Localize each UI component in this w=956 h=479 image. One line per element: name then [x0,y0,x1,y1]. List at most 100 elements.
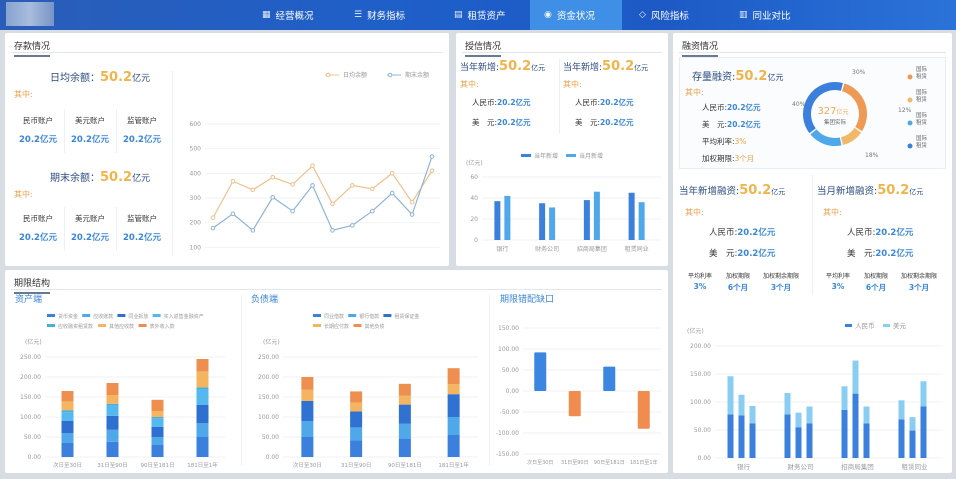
y-tick-label: 600 [190,121,202,128]
slice-label: 40% [792,101,806,108]
bar-segment [898,400,905,420]
donut-slice [803,82,843,134]
stat-label: 加权剩余期限 [762,273,799,280]
bar-segment [398,423,411,439]
tab-0[interactable]: ▦ 经营概况 [248,0,328,30]
bar-segment [784,393,791,415]
bar-segment [61,443,74,457]
financing-stacked-chart: (亿元) 0.00 50.00 100.00 150.00 200.00 银行 财务公司 招商局… [687,321,943,471]
bar-segment [350,440,363,457]
account-label: 民币账户 [23,116,53,125]
y-tick-label: 0 [474,237,478,244]
bar-segment [151,445,164,457]
x-tick-label: 90日至181日 [141,462,175,469]
bar-segment [447,384,460,395]
bar [549,207,556,240]
tab-label: 同业对比 [752,11,791,22]
y-tick-label: 150.00 [258,394,279,401]
x-tick-label: 招商局集团 [577,245,607,253]
legend-swatch [82,314,91,317]
legend-swatch [348,314,357,317]
bar-segment [863,423,870,458]
x-tick-label: 90日至181日 [388,462,422,469]
series-line-0 [212,164,433,219]
stock-row: 加权期限:3个月 [702,154,755,163]
legend-swatch [313,314,321,317]
bar-segment [841,409,848,458]
y-tick-label: 250.00 [20,354,41,361]
y-tick-label: 500 [190,146,202,153]
tab-4[interactable]: ◇ 风险指标 [625,0,703,30]
legend-label: 同业借款 [324,313,344,320]
legend-marker [387,72,393,78]
x-tick-label: 181日至1年 [630,459,658,466]
bar-segment [841,386,848,410]
panel-title: 期限结构 [14,276,51,294]
x-tick-label: 181日至1年 [187,461,218,469]
legend-swatch [313,324,321,327]
data-point [270,194,276,200]
data-point [210,215,216,221]
tab-3[interactable]: ◉ 资金状况 [530,0,622,30]
of-which-label: 其中: [14,190,33,199]
x-tick-label: 90日至181日 [594,460,625,466]
stat-value: 3% [831,282,845,291]
bar-segment [61,391,74,402]
tab-label: 资金状况 [556,11,595,22]
financing-panel: 融资情况 存量融资:50.2亿元 其中: 人民币:20.2亿元美 元:20.2亿… [673,33,952,473]
donut-legend-label: 国际租赁 [916,136,928,149]
legend-swatch [117,314,126,317]
x-tick-label: 次日至30日 [527,459,553,466]
x-tick-label: 次日至30日 [53,461,82,469]
stat-label: 平均利率 [687,273,712,280]
account-label: 美元账户 [75,214,105,223]
asset-side-title: 资产端 [15,295,43,305]
bar [628,192,635,240]
bar [583,200,590,240]
bar-segment [863,406,870,424]
account-value: 20.2亿元 [71,233,109,243]
bar-segment [398,383,411,396]
legend-swatch [47,324,55,327]
legend-swatch [907,143,913,149]
stat-label: 加权期限 [863,273,888,280]
data-point [389,190,395,196]
y-axis-unit: (亿元) [687,327,704,335]
bar-segment [350,391,363,403]
bar [568,391,581,417]
account-label: 监管账户 [127,116,157,125]
deposit-panel: 存款情况 日均余额：50.2亿元 其中: 民币账户 20.2亿元 美元账户 20.2亿… [5,33,449,266]
tab-2[interactable]: ▤ 租赁资产 [440,0,520,30]
credit-bar-chart: (亿元) 0 20 40 60 银行 财务公司 招商局集团 租赁同业 当年新增 当月新增 [466,152,661,253]
liability-stacked-chart: (亿元) 0.00 50.00 100.00 150.00 200.00 250.00 次日至… [258,313,478,469]
bar [539,203,546,240]
y-tick-label: 0.00 [506,388,520,395]
bar-segment [61,421,74,433]
stat-label: 平均利率 [825,273,850,280]
x-tick-label: 招商局集团 [841,462,874,471]
y-tick-label: 400 [190,170,202,177]
data-point [369,186,375,192]
term-structure-panel: 期限结构 资产端 负债端 期限错配缺口 (亿元) 0.00 50.00 100.00 1… [5,270,668,473]
account-value: 20.2亿元 [123,135,161,145]
gap-bar-chart: -150.00 -100.00 -50.00 0.00 50.00 100.00 150.0… [496,325,661,466]
bar-segment [909,430,916,458]
x-tick-label: 财务公司 [788,462,814,471]
credit-new: 当年新增:50.2亿元 [460,59,546,74]
y-tick-label: 100.00 [498,346,519,353]
legend-marker [325,72,331,78]
tab-5[interactable]: ▥ 同业对比 [725,0,805,30]
legend-label: 表外收入款 [150,323,175,330]
legend-swatch [521,154,531,157]
bar-segment [920,406,927,458]
y-tick-label: 50.00 [694,427,711,434]
bar [638,202,645,240]
bar-segment [196,423,209,437]
tab-1[interactable]: ☰ 财务指标 [340,0,419,30]
y-tick-label: 100.00 [258,414,279,421]
daily-balance: 日均余额：50.2亿元 [50,70,151,85]
stock-financing: 存量融资:50.2亿元 [692,69,784,84]
legend-label: 应收账款 [93,313,113,320]
y-tick-label: 100 [190,244,202,251]
